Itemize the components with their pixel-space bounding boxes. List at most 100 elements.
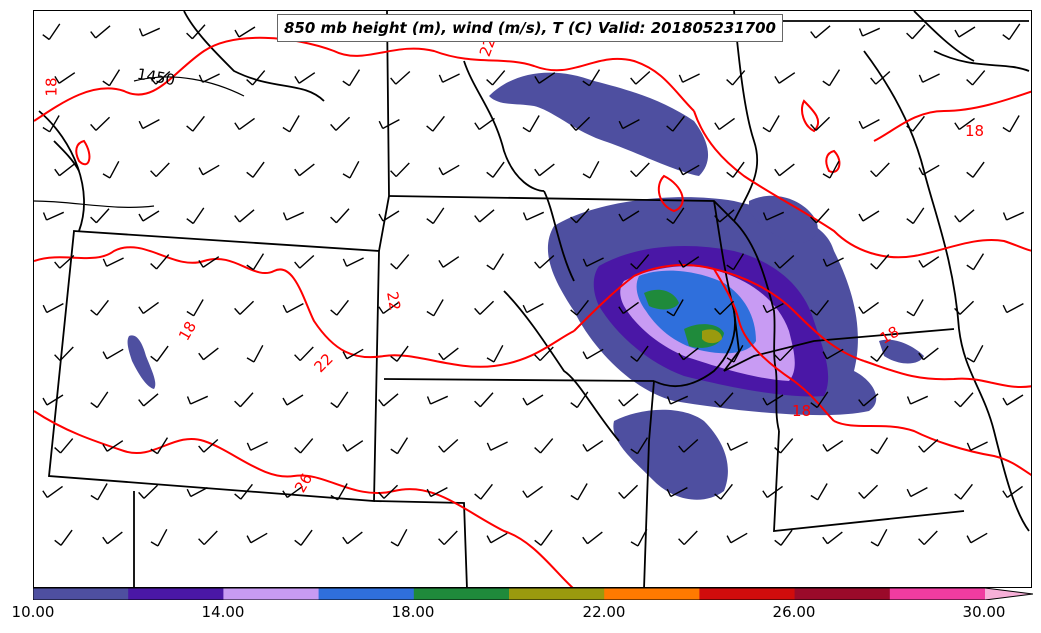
wind-barbs [42,23,1025,547]
wind-barb [342,257,364,267]
wind-barb [966,253,985,271]
wind-barb [630,254,650,270]
wind-barb [294,163,315,177]
wind-barb [102,160,120,179]
shade-10-ne [749,195,818,243]
wind-barb [294,255,315,269]
wind-barb [714,300,735,315]
wind-barb [342,531,363,545]
wind-barb [666,299,684,317]
wind-barb [810,391,829,409]
wind-barb [966,161,985,178]
wind-barb [618,484,639,499]
wind-barb [246,161,265,178]
wind-barb [774,438,794,454]
wind-barb [534,72,556,84]
wind-barb [870,437,889,455]
temp-contour-label: 22 [383,290,405,312]
colorbar-bin [223,588,320,600]
wind-barb [186,207,205,225]
wind-barb [954,209,975,223]
wind-barb [582,348,604,360]
wind-barb [714,392,734,408]
wind-barb [342,69,361,87]
wind-barb [198,530,218,546]
wind-barb [534,438,554,454]
wind-barb [426,207,445,225]
wind-barb [282,115,300,133]
colorbar-bin [699,588,796,600]
wind-barb [150,162,170,178]
wind-barb [630,528,648,547]
wind-barb [378,119,400,130]
wind-barb [330,483,348,501]
wind-barb [378,393,399,407]
wind-barb [582,440,604,452]
wind-barb [870,71,891,85]
wind-barb [54,72,76,84]
wind-barb [1002,303,1024,314]
wind-barb [438,530,458,546]
wind-barb [906,115,925,132]
wind-barb [246,441,268,451]
wind-barb [822,160,840,179]
wind-barb [522,211,545,221]
wind-barb [390,345,409,362]
wind-barb [678,164,700,176]
wind-barb [954,392,974,408]
wind-barb [150,71,171,85]
colorbar-bin [509,588,605,600]
temp-contour-label: 18 [792,402,812,420]
wind-barb [342,440,364,452]
wind-barb [774,255,795,269]
wind-barb [570,116,591,131]
wind-barb [762,485,783,499]
wind-barb [630,162,650,178]
wind-barb [858,393,879,407]
colorbar-tick-label: 18.00 [391,603,435,621]
wind-barb [198,164,220,176]
colorbar-tick-label: 26.00 [772,603,816,621]
wind-barb [582,69,601,87]
wind-barb [234,392,254,408]
wind-barb [102,348,124,360]
border-lines [38,11,1030,587]
wind-barb [378,484,399,499]
wind-barb [438,73,460,83]
wind-barb [906,207,925,225]
colorbar-bin [128,588,224,600]
wind-barb [342,348,364,360]
wind-barb [330,116,351,131]
shade-20 [702,329,722,344]
temp-contour-label: 18 [965,122,985,140]
wind-barb [234,26,256,38]
wind-barb [426,115,445,132]
colorbar-tick-label: 22.00 [582,603,626,621]
wind-barb [774,72,796,84]
wind-barb [630,345,649,362]
wind-barb [486,70,506,86]
wind-barb [42,23,61,41]
wind-barb [870,345,889,362]
wind-barb [858,119,880,130]
wind-barb [486,161,505,178]
wind-barb [282,303,304,314]
colorbar-tick-label: 30.00 [962,603,1006,621]
shade-10-north [489,72,709,176]
wind-barb [282,394,304,406]
wind-barb [678,439,699,453]
wind-barb [426,299,444,317]
wind-barb [1002,115,1020,133]
wind-barb [330,391,349,409]
wind-barb [486,441,508,451]
wind-barb [54,438,74,454]
wind-barb [390,71,411,85]
colorbar-bin [413,588,510,600]
wind-barb [522,115,540,133]
wind-barb [714,117,735,131]
wind-barb [234,483,253,500]
wind-barb [870,254,890,270]
wind-barb [54,529,73,546]
shade-10-south [613,409,728,500]
colorbar-bin [318,588,415,600]
